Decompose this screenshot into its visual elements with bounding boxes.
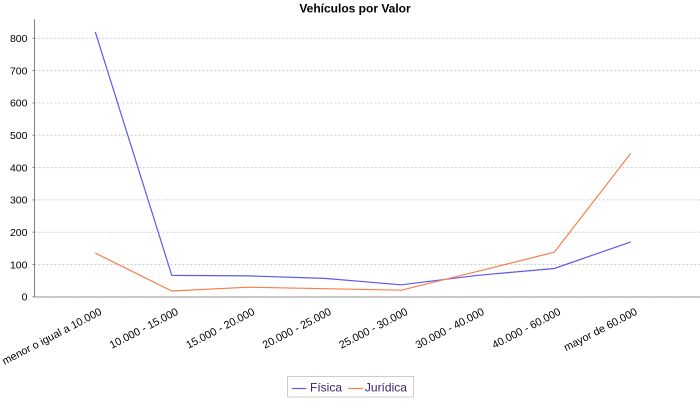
- svg-text:500: 500: [10, 130, 28, 142]
- svg-text:800: 800: [10, 33, 28, 45]
- svg-text:100: 100: [10, 259, 28, 271]
- svg-text:300: 300: [10, 195, 28, 207]
- svg-text:Física: Física: [310, 381, 342, 395]
- svg-text:Vehículos por Valor: Vehículos por Valor: [299, 2, 411, 16]
- svg-text:Jurídica: Jurídica: [365, 381, 407, 395]
- svg-text:600: 600: [10, 98, 28, 110]
- svg-text:700: 700: [10, 65, 28, 77]
- svg-text:200: 200: [10, 227, 28, 239]
- svg-text:400: 400: [10, 162, 28, 174]
- svg-text:0: 0: [22, 292, 28, 304]
